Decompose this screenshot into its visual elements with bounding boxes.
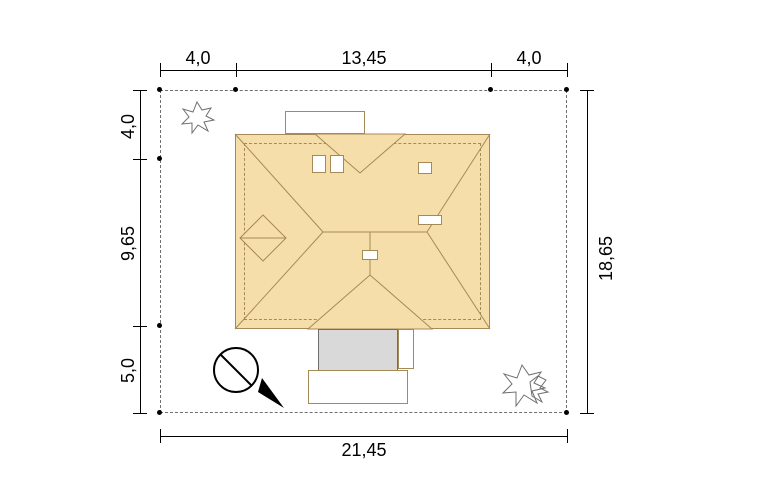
dim-tick xyxy=(580,413,594,414)
dim-bottom-1: 21,45 xyxy=(336,440,392,461)
dim-tick xyxy=(133,159,147,160)
corner-dot xyxy=(564,410,569,415)
site-plan: 4,0 13,45 4,0 4,0 9,65 5,0 18,65 21,45 xyxy=(0,0,780,503)
corner-dot xyxy=(157,410,162,415)
entry-side-step xyxy=(398,329,414,369)
corner-dot xyxy=(157,156,162,161)
dim-line xyxy=(140,326,141,413)
skylight xyxy=(418,215,442,225)
dim-line xyxy=(160,436,567,437)
dim-tick xyxy=(133,413,147,414)
dim-tick xyxy=(236,63,237,77)
dim-tick xyxy=(580,90,594,91)
dim-top-2: 13,45 xyxy=(336,48,392,69)
dim-tick xyxy=(567,63,568,77)
dim-line xyxy=(140,159,141,326)
roof-inset-dash xyxy=(244,143,481,320)
dim-tick xyxy=(133,326,147,327)
dim-line xyxy=(491,70,567,71)
dim-left-1: 4,0 xyxy=(118,108,139,144)
dim-tick xyxy=(567,429,568,443)
corner-dot xyxy=(488,87,493,92)
dim-top-1: 4,0 xyxy=(180,48,216,69)
skylight xyxy=(312,155,326,173)
dim-tick xyxy=(133,90,147,91)
dim-line xyxy=(140,90,141,159)
rear-terrace-rail xyxy=(285,104,365,112)
dim-line xyxy=(587,90,588,413)
dim-left-2: 9,65 xyxy=(118,218,139,268)
dim-tick xyxy=(160,63,161,77)
entry-canopy xyxy=(308,370,408,404)
corner-dot xyxy=(564,87,569,92)
dim-top-3: 4,0 xyxy=(511,48,547,69)
dim-left-3: 5,0 xyxy=(118,352,139,388)
corner-dot xyxy=(233,87,238,92)
corner-dot xyxy=(157,87,162,92)
dim-tick xyxy=(491,63,492,77)
corner-dot xyxy=(157,323,162,328)
dim-line xyxy=(236,70,491,71)
skylight xyxy=(362,250,378,260)
dim-right-1: 18,65 xyxy=(596,230,617,286)
dim-tick xyxy=(160,429,161,443)
dim-line xyxy=(160,70,236,71)
skylight xyxy=(418,162,432,174)
skylight xyxy=(330,155,344,173)
